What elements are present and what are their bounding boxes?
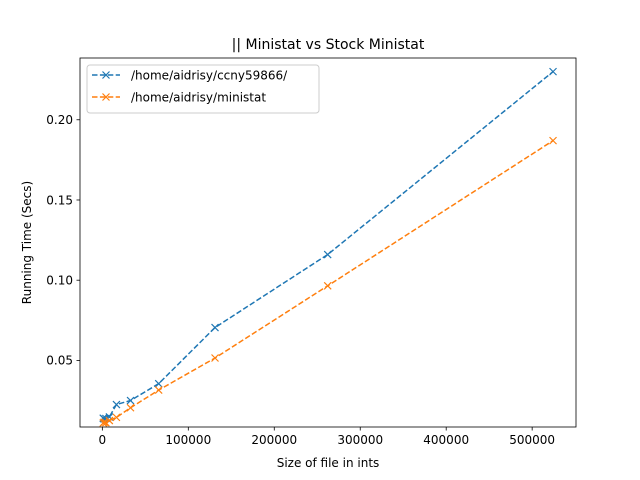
y-tick-label: 0.10 [46, 274, 73, 288]
x-axis: 0 100000 200000 300000 400000 500000 [99, 427, 555, 447]
legend-marker-swatch [102, 93, 110, 101]
data-point [105, 416, 114, 425]
legend-marker-swatch [102, 71, 110, 79]
x-tick-label: 0 [99, 433, 107, 447]
data-point [101, 418, 110, 427]
chart-title: || Ministat vs Stock Ministat [232, 37, 425, 53]
y-tick-label: 0.05 [46, 354, 73, 368]
legend-box [86, 64, 320, 114]
series-layer [99, 67, 557, 427]
x-tick-label: 300000 [337, 433, 383, 447]
y-axis-label: Running Time (Secs) [20, 181, 34, 304]
data-point [112, 413, 121, 422]
legend-label: /home/aidrisy/ministat [131, 90, 266, 104]
x-tick-label: 200000 [251, 433, 297, 447]
data-point [126, 403, 135, 412]
legend-entry: /home/aidrisy/ccny59866/ [92, 68, 288, 82]
series-2 [99, 136, 557, 427]
series-1 [99, 67, 557, 423]
data-point [154, 379, 163, 388]
data-point [126, 396, 135, 405]
legend: /home/aidrisy/ccny59866/ /home/aidrisy/mi… [86, 64, 320, 114]
data-point [549, 136, 557, 145]
data-point [323, 281, 332, 290]
x-tick-label: 400000 [423, 433, 469, 447]
y-tick-label: 0.15 [46, 193, 73, 207]
data-point [323, 250, 332, 259]
data-point [154, 386, 163, 395]
x-tick-label: 500000 [509, 433, 555, 447]
data-point [211, 323, 219, 332]
legend-entry: /home/aidrisy/ministat [92, 90, 266, 104]
legend-label: /home/aidrisy/ccny59866/ [131, 68, 288, 82]
data-point [549, 67, 557, 76]
y-axis: 0.05 0.10 0.15 0.20 [46, 113, 80, 368]
plot-area-frame [79, 57, 577, 428]
data-point [100, 418, 109, 427]
y-tick-label: 0.20 [46, 113, 73, 127]
x-axis-label: Size of file in ints [277, 456, 380, 470]
data-point [211, 354, 219, 362]
series-line [102, 71, 554, 420]
data-point [112, 400, 121, 409]
series-line [102, 139, 554, 424]
x-tick-label: 100000 [165, 433, 211, 447]
